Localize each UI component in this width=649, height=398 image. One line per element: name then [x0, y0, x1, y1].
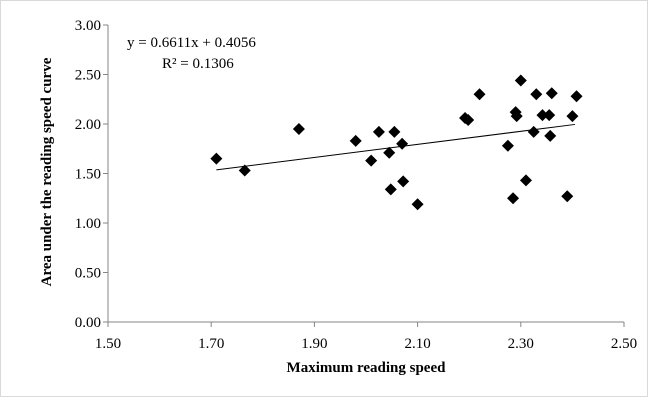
data-point	[545, 87, 558, 100]
data-point	[543, 109, 556, 122]
x-tick-label: 1.50	[95, 336, 121, 352]
data-point	[501, 139, 514, 152]
trendline-group	[216, 123, 576, 171]
data-point	[292, 122, 305, 135]
y-tick-label: 2.00	[75, 117, 101, 133]
data-point	[566, 110, 579, 123]
y-tick-label: 2.50	[75, 68, 101, 84]
data-point	[536, 109, 549, 122]
trendline-r2: R² = 0.1306	[162, 56, 234, 72]
data-point	[514, 74, 527, 87]
x-axis-title: Maximum reading speed	[287, 360, 447, 376]
data-point	[519, 174, 532, 187]
data-point	[527, 125, 540, 138]
data-point	[561, 190, 574, 203]
data-point	[411, 198, 424, 211]
data-point	[397, 175, 410, 188]
y-axis: 0.00 0.50 1.00 1.50 2.00 2.50 3.00	[75, 18, 109, 331]
data-point	[365, 154, 378, 167]
x-tick-label: 2.50	[611, 336, 637, 352]
data-point	[383, 146, 396, 159]
data-point	[388, 125, 401, 138]
x-tick-label: 1.90	[301, 336, 327, 352]
x-tick-label: 2.10	[404, 336, 430, 352]
y-tick-label: 0.00	[75, 315, 101, 331]
x-axis: 1.50 1.70 1.90 2.10 2.30 2.50	[95, 321, 637, 352]
points-group	[210, 74, 583, 211]
data-point	[238, 164, 251, 177]
y-tick-label: 1.50	[75, 167, 101, 183]
data-point	[507, 192, 520, 205]
y-tick-label: 0.50	[75, 266, 101, 282]
x-tick-label: 2.30	[508, 336, 534, 352]
y-axis-title: Area under the reading speed curve	[39, 57, 55, 286]
data-point	[570, 90, 583, 103]
y-tick-label: 1.00	[75, 216, 101, 232]
data-point	[210, 152, 223, 165]
data-point	[544, 129, 557, 142]
data-point	[396, 137, 409, 150]
data-point	[462, 114, 475, 127]
x-tick-label: 1.70	[198, 336, 224, 352]
data-point	[473, 88, 486, 101]
y-tick-label: 3.00	[75, 18, 101, 34]
data-point	[384, 183, 397, 196]
trendline-equation: y = 0.6611x + 0.4056	[127, 35, 256, 51]
data-point	[510, 110, 523, 123]
trendline	[216, 123, 576, 171]
data-point	[372, 125, 385, 138]
data-point	[349, 134, 362, 147]
data-point	[530, 88, 543, 101]
